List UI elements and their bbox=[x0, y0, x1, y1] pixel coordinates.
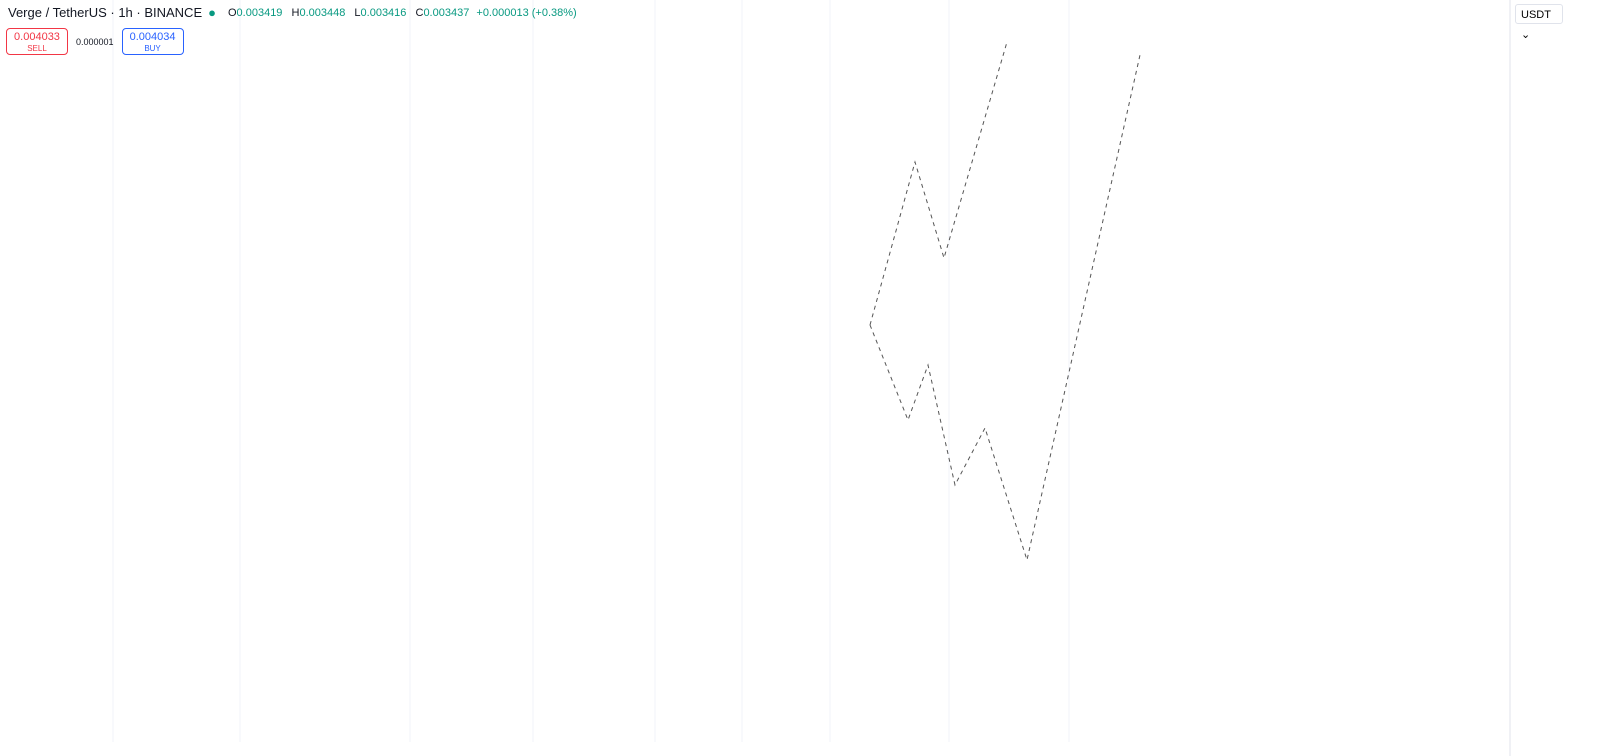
header: Verge / TetherUS · 1h · BINANCE ● O0.003… bbox=[8, 5, 577, 20]
ohlc-key: L bbox=[354, 6, 361, 19]
change: +0.000013 (+0.38%) bbox=[476, 6, 577, 19]
buy-label: BUY bbox=[144, 44, 161, 53]
projection-down bbox=[869, 54, 1141, 562]
ohlc-value: 0.003448 bbox=[299, 6, 346, 19]
ohlc-value: 0.003419 bbox=[236, 6, 283, 19]
ohlc-value: 0.003416 bbox=[360, 6, 407, 19]
ohlc-key: C bbox=[415, 6, 424, 19]
status-dot: ● bbox=[208, 5, 216, 20]
ohlc-key: H bbox=[291, 6, 300, 19]
ohlc-key: O bbox=[227, 6, 237, 19]
buy-price: 0.004034 bbox=[129, 31, 176, 43]
ohlc-value: 0.003437 bbox=[423, 6, 470, 19]
projection-up bbox=[869, 41, 1008, 326]
symbol: Verge / TetherUS · 1h · BINANCE bbox=[8, 5, 203, 20]
currency-select[interactable]: USDT ⌄ bbox=[1515, 4, 1563, 41]
sell-button[interactable]: 0.004033 SELL bbox=[6, 28, 68, 55]
sell-price: 0.004033 bbox=[14, 31, 60, 43]
trade-panel: 0.004033 SELL 0.000001 0.004034 BUY bbox=[6, 28, 184, 55]
sell-label: SELL bbox=[27, 44, 47, 53]
ohlc: O0.003419 H0.003448 L0.003416 C0.003437 … bbox=[222, 7, 577, 19]
currency: USDT bbox=[1521, 9, 1551, 21]
spread: 0.000001 bbox=[76, 36, 114, 47]
buy-button[interactable]: 0.004034 BUY bbox=[121, 28, 184, 55]
